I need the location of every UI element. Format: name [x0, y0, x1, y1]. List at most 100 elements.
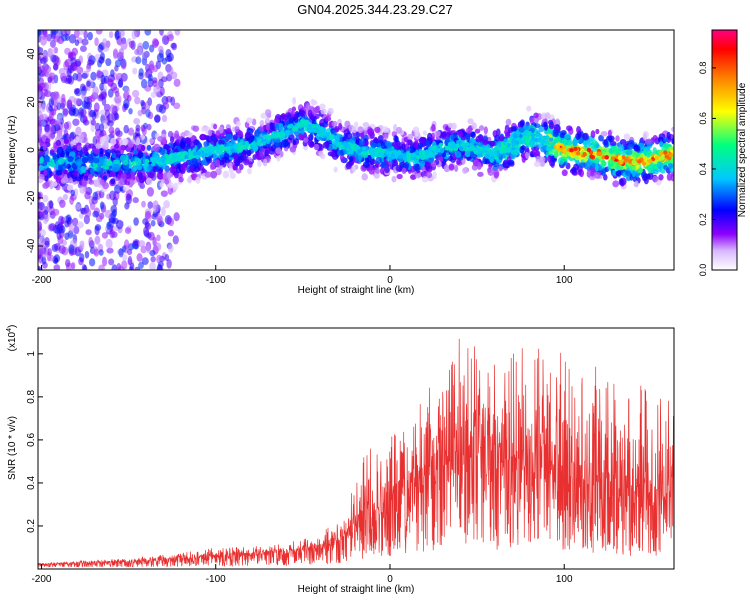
spectrogram-cell	[164, 178, 170, 185]
spectrogram-cell	[98, 249, 104, 256]
spectrogram-ridge-cell	[192, 151, 198, 156]
spectrogram-cell	[259, 119, 265, 127]
spectrogram-cell	[652, 134, 658, 142]
spectrogram-cell	[249, 136, 254, 143]
spectrogram-cell	[187, 175, 192, 184]
spectrogram-ridge-cell	[465, 142, 470, 147]
spectrogram-cell	[607, 135, 615, 143]
spectrogram-cell	[201, 126, 206, 132]
snr-panel: -200 -100 0 100 0.2 0.4 0.6 0.8 1 Height of stra…	[6, 325, 675, 595]
spectrogram-cell	[127, 141, 134, 148]
spectrogram-cell	[362, 161, 370, 169]
spectrogram-cell	[110, 205, 118, 214]
spectrogram-ridge-cell	[261, 140, 267, 146]
spectrogram-cell	[50, 92, 57, 101]
spectrogram-ridge-cell	[357, 149, 362, 154]
spectrogram-ridge-cell	[392, 150, 398, 155]
spectrogram-cell	[97, 44, 104, 53]
spectrogram-cell	[70, 140, 76, 147]
spectrogram-cell	[95, 30, 103, 35]
snr-xtick-label: -100	[206, 574, 226, 585]
spectrogram-cell	[384, 140, 392, 148]
spectrogram-cell	[289, 146, 297, 153]
spectrogram-cell	[148, 138, 155, 145]
spectrogram-ridge-cell	[336, 141, 342, 146]
spectrogram-cell	[357, 126, 364, 134]
spectrogram-cell	[72, 145, 78, 152]
spectrogram-cell	[87, 31, 93, 41]
spectrogram-cell	[268, 122, 274, 130]
spectrogram-ridge-cell	[369, 147, 374, 153]
spectrogram-cell	[594, 171, 601, 179]
spectrogram-cell	[98, 148, 104, 155]
spectrogram-cell	[38, 192, 41, 199]
colorbar: 0.0 0.2 0.4 0.6 0.8 Normalized spectral ampl…	[698, 29, 748, 276]
spectrogram-ridge-cell	[361, 146, 367, 151]
spectrogram-cell	[144, 101, 151, 111]
spectrogram-cell	[232, 152, 239, 160]
snr-multiplier-close: )	[7, 325, 18, 328]
spectrogram-cell	[146, 144, 152, 151]
spectrogram-cell	[589, 175, 596, 181]
spectrogram-ridge-cell	[240, 144, 245, 149]
spectrogram-cell	[167, 229, 175, 237]
spectrogram-cell	[169, 136, 175, 144]
spectrogram-ridge-cell	[307, 123, 313, 129]
spectrogram-cell	[376, 142, 382, 148]
spectrogram-cell	[120, 173, 127, 179]
spectrogram-cell	[128, 40, 135, 49]
spectrogram-cell	[667, 163, 673, 169]
spectrogram-cell	[127, 243, 135, 251]
spectrogram-cell	[571, 170, 578, 176]
spectrogram-cell	[47, 76, 53, 84]
spectrogram-cell	[245, 149, 252, 157]
spectrogram-ridge-cell	[216, 146, 221, 152]
spectrogram-cell	[138, 68, 144, 77]
spectrogram-cell	[46, 81, 52, 91]
spectrogram-cell	[97, 94, 104, 102]
spectrogram-cell	[631, 169, 636, 178]
spectrogram-cell	[95, 143, 102, 150]
spectrogram-cell	[381, 161, 388, 169]
spectrogram-cell	[358, 138, 365, 147]
spectrogram-cell	[465, 133, 471, 141]
spectrogram-cell	[44, 213, 50, 222]
spectrogram-ridge-cell	[150, 162, 156, 167]
spectrogram-ridge-cell	[427, 151, 433, 156]
spectrogram-xlabel: Height of straight line (km)	[298, 285, 415, 296]
spectrogram-ridge-cell	[276, 132, 281, 137]
spectrogram-cell	[52, 54, 60, 65]
spectrogram-ridge-cell	[266, 136, 271, 142]
spectrogram-cell	[38, 174, 45, 180]
spectrogram-cell	[96, 69, 102, 78]
spectrogram-cell	[623, 133, 631, 141]
spectrogram-ridge-cell	[322, 131, 327, 136]
spectrogram-cell	[159, 86, 165, 96]
spectrogram-ridge-cell	[398, 155, 403, 160]
spectrogram-cell	[54, 120, 60, 127]
spectrogram-ridge-cell	[438, 142, 444, 148]
spectrogram-cell	[282, 114, 288, 122]
spectrogram-cell	[165, 49, 172, 58]
spectrogram-cell	[637, 167, 644, 174]
spectrogram-cell	[153, 242, 162, 252]
spectrogram-ridge-cell	[637, 159, 642, 164]
spectrogram-cell	[148, 44, 155, 53]
spectrogram-ridge-cell	[196, 150, 202, 156]
spectrogram-cell	[76, 221, 84, 229]
spectrogram-cell	[156, 172, 164, 180]
spectrogram-cell	[105, 152, 111, 158]
colorbar-tick-label: 0.8	[698, 62, 708, 75]
spectrogram-cell	[274, 137, 281, 144]
snr-ytick-label: 1	[26, 351, 37, 357]
spectrogram-cell	[107, 120, 114, 127]
spectrogram-cell	[108, 126, 115, 135]
spectrogram-cell	[396, 173, 403, 180]
spectrogram-cell	[262, 158, 268, 167]
spectrogram-ridge-cell	[447, 142, 453, 148]
spectrogram-cell	[145, 108, 151, 118]
spectrogram-ridge-cell	[468, 145, 473, 151]
spectrogram-cell	[415, 173, 421, 179]
spectrogram-ridge-cell	[257, 138, 263, 144]
spectrogram-cell	[55, 170, 63, 176]
